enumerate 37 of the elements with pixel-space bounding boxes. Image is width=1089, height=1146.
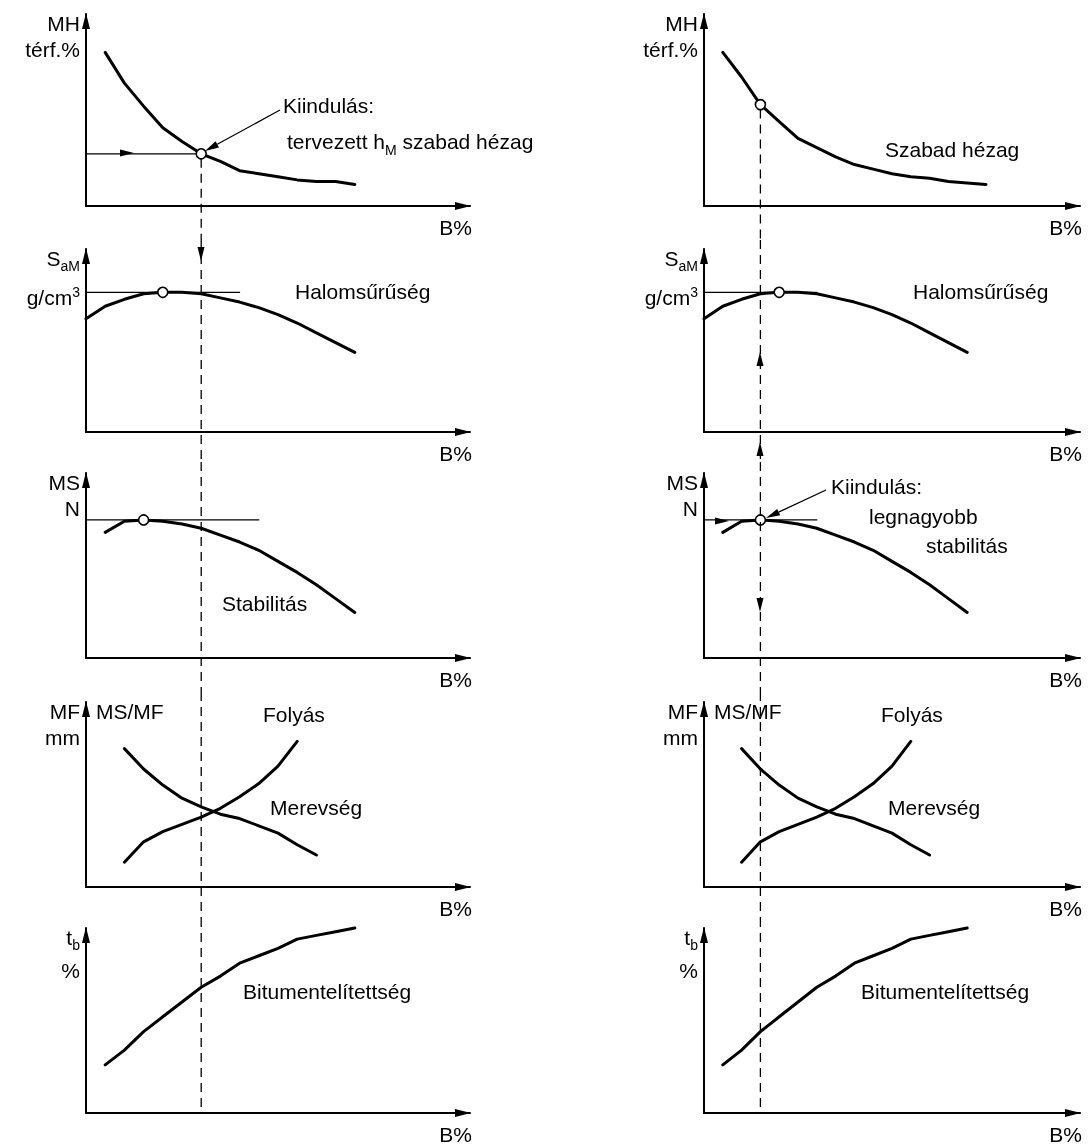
series-label: Bitumentelítettség <box>861 979 1030 1005</box>
x-axis-title: B% <box>1049 215 1082 241</box>
y-axis-title: S$_{aM}$ g/cm$^{3}$ <box>26 246 80 312</box>
annotation: legnagyobb <box>869 504 978 530</box>
x-axis-title: B% <box>1049 896 1082 922</box>
series-label: Folyás <box>263 702 325 728</box>
x-axis-title: B% <box>1049 441 1082 467</box>
series-label: Folyás <box>881 702 943 728</box>
series-label: Szabad hézag <box>885 137 1020 163</box>
x-axis-title: B% <box>439 215 472 241</box>
x-axis-title: B% <box>1049 1122 1082 1146</box>
series-label: Halomsűrűség <box>295 279 431 305</box>
series-label: Merevség <box>270 795 363 821</box>
y-axis-title: S$_{aM}$ g/cm$^{3}$ <box>644 246 698 312</box>
y-axis-title: MS N <box>48 470 80 522</box>
y-axis-title: MH térf.% <box>25 11 80 63</box>
y-axis-title: MF mm <box>45 699 80 751</box>
x-axis-title: B% <box>439 441 472 467</box>
y-axis-title: t$_{b}$ % <box>679 925 698 985</box>
series-label: Stabilitás <box>222 591 308 617</box>
series-label: Merevség <box>888 795 981 821</box>
annotation: Kiindulás: <box>283 93 375 119</box>
text: Kiindulás: <box>831 474 923 500</box>
y-axis-title: MS N <box>666 470 698 522</box>
x-axis-title: B% <box>439 1122 472 1146</box>
x-axis-title: B% <box>439 896 472 922</box>
series-label: Bitumentelítettség <box>243 979 412 1005</box>
y-axis-title: MH térf.% <box>643 11 698 63</box>
series-label: Halomsűrűség <box>913 279 1049 305</box>
x-axis-title: B% <box>439 667 472 693</box>
annotation: stabilitás <box>926 533 1008 559</box>
text: MS/MF <box>96 699 164 725</box>
annotation: tervezett h$_{M}$ szabad hézag <box>287 129 534 160</box>
y-axis-title: MF mm <box>663 699 698 751</box>
x-axis-title: B% <box>1049 667 1082 693</box>
y-axis-title: t$_{b}$ % <box>61 925 80 985</box>
text: MS/MF <box>714 699 782 725</box>
